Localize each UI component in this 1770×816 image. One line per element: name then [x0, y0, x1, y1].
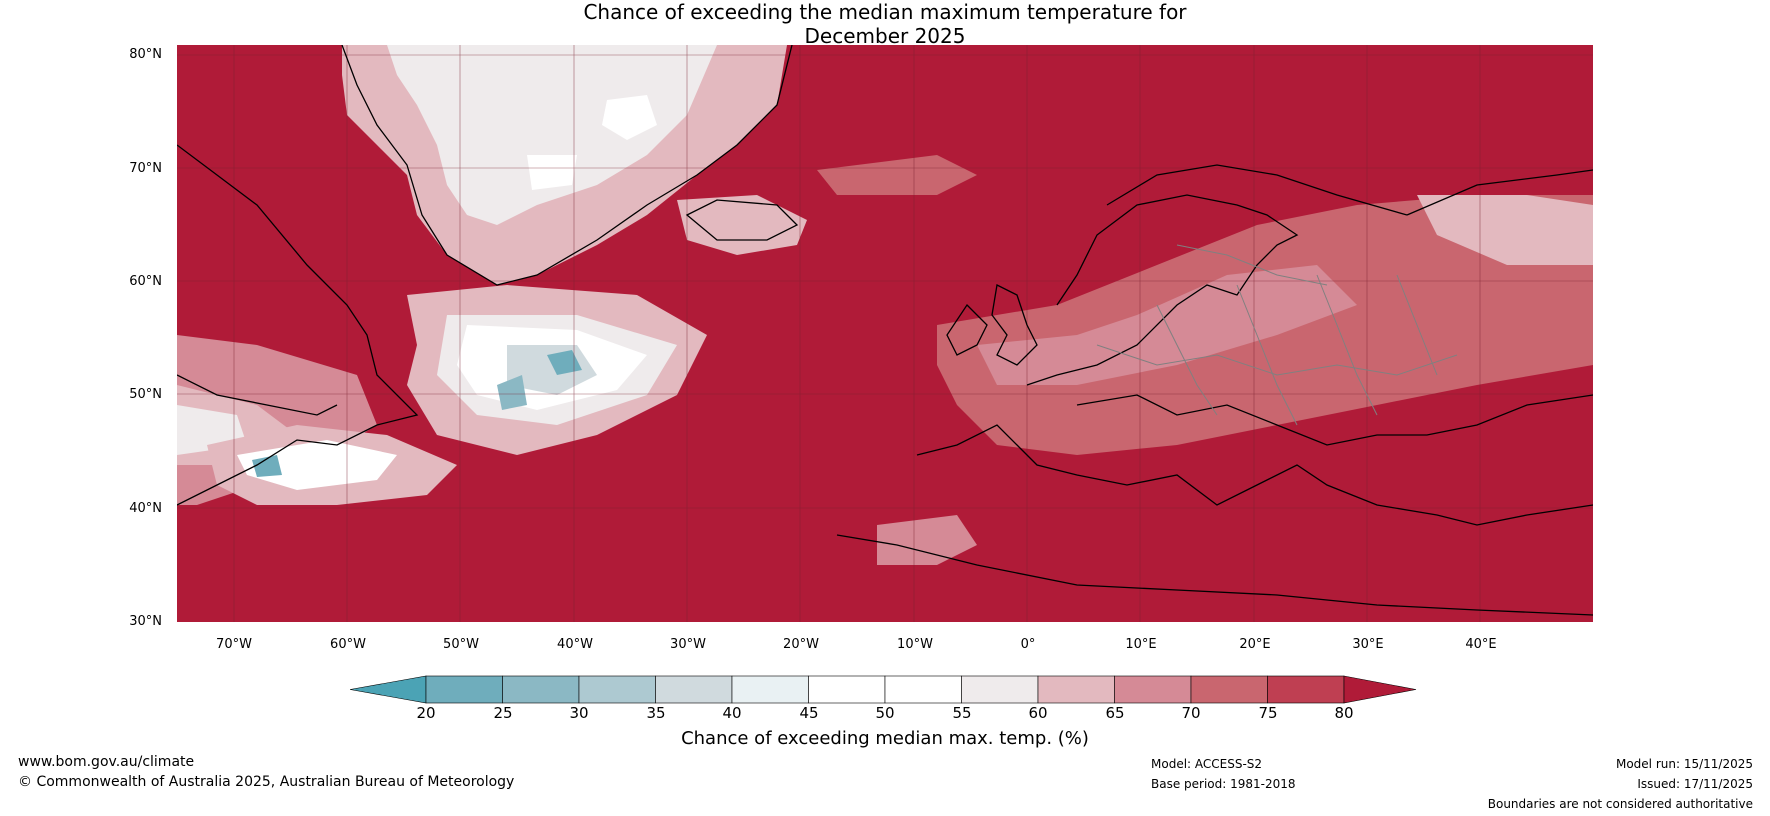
colorbar	[350, 675, 1417, 704]
footer-disclaimer: Boundaries are not considered authoritat…	[1487, 797, 1753, 811]
colorbar-tick-35: 35	[646, 704, 666, 722]
colorbar-tick-25: 25	[493, 704, 513, 722]
country-borders	[1096, 244, 1458, 426]
colorbar-tick-65: 65	[1105, 704, 1125, 722]
colorbar-tick-30: 30	[569, 704, 589, 722]
footer-issued: Issued: 17/11/2025	[1637, 777, 1753, 791]
colorbar-cell	[731, 675, 809, 704]
greenland-neutral-zone	[387, 45, 717, 225]
title-line-2: December 2025	[804, 24, 966, 48]
colorbar-cell	[1114, 675, 1192, 704]
lat-label-70n: 70°N	[129, 161, 162, 176]
lon-label-50w: 50°W	[443, 637, 479, 652]
colorbar-tick-55: 55	[952, 704, 972, 722]
colorbar-tick-40: 40	[722, 704, 742, 722]
colorbar-cell	[884, 675, 962, 704]
lon-label-40e: 40°E	[1465, 637, 1497, 652]
lon-label-10e: 10°E	[1125, 637, 1157, 652]
lat-label-30n: 30°N	[129, 614, 162, 629]
lat-label-50n: 50°N	[129, 387, 162, 402]
lon-label-0: 0°	[1020, 637, 1036, 652]
lon-label-10w: 10°W	[897, 637, 933, 652]
colorbar-cell	[961, 675, 1039, 704]
forecast-map	[177, 45, 1593, 622]
colorbar-cell	[502, 675, 580, 704]
lon-label-30e: 30°E	[1352, 637, 1384, 652]
coastlines	[177, 45, 1593, 616]
graticule	[177, 45, 1593, 622]
colorbar-cell	[1037, 675, 1115, 704]
colorbar-tick-75: 75	[1258, 704, 1278, 722]
colorbar-cell	[808, 675, 886, 704]
lat-label-60n: 60°N	[129, 274, 162, 289]
map-title: Chance of exceeding the median maximum t…	[0, 0, 1770, 48]
colorbar-arrow-high	[1343, 675, 1417, 704]
colorbar-tick-45: 45	[799, 704, 819, 722]
lon-label-60w: 60°W	[330, 637, 366, 652]
colorbar-cell	[1190, 675, 1268, 704]
colorbar-tick-50: 50	[875, 704, 895, 722]
lon-label-20w: 20°W	[783, 637, 819, 652]
colorbar-tick-80: 80	[1334, 704, 1354, 722]
colorbar-tick-70: 70	[1181, 704, 1201, 722]
colorbar-tick-20: 20	[416, 704, 436, 722]
lat-label-40n: 40°N	[129, 501, 162, 516]
colorbar-cell	[655, 675, 733, 704]
colorbar-tick-60: 60	[1028, 704, 1048, 722]
lon-label-40w: 40°W	[557, 637, 593, 652]
footer-model: Model: ACCESS-S2	[1151, 757, 1263, 771]
colorbar-cell	[1267, 675, 1345, 704]
footer-base-period: Base period: 1981-2018	[1151, 777, 1296, 791]
footer-copyright: © Commonwealth of Australia 2025, Austra…	[18, 774, 515, 790]
footer-url: www.bom.gov.au/climate	[18, 754, 195, 770]
title-line-1: Chance of exceeding the median maximum t…	[583, 0, 1187, 24]
colorbar-arrow-low	[350, 675, 427, 704]
colorbar-label: Chance of exceeding median max. temp. (%…	[681, 728, 1089, 749]
lat-label-80n: 80°N	[129, 47, 162, 62]
lon-label-30w: 30°W	[670, 637, 706, 652]
lon-label-20e: 20°E	[1239, 637, 1271, 652]
colorbar-cell	[578, 675, 656, 704]
footer-model-run: Model run: 15/11/2025	[1615, 757, 1753, 771]
lon-label-70w: 70°W	[216, 637, 252, 652]
colorbar-cell	[425, 675, 503, 704]
